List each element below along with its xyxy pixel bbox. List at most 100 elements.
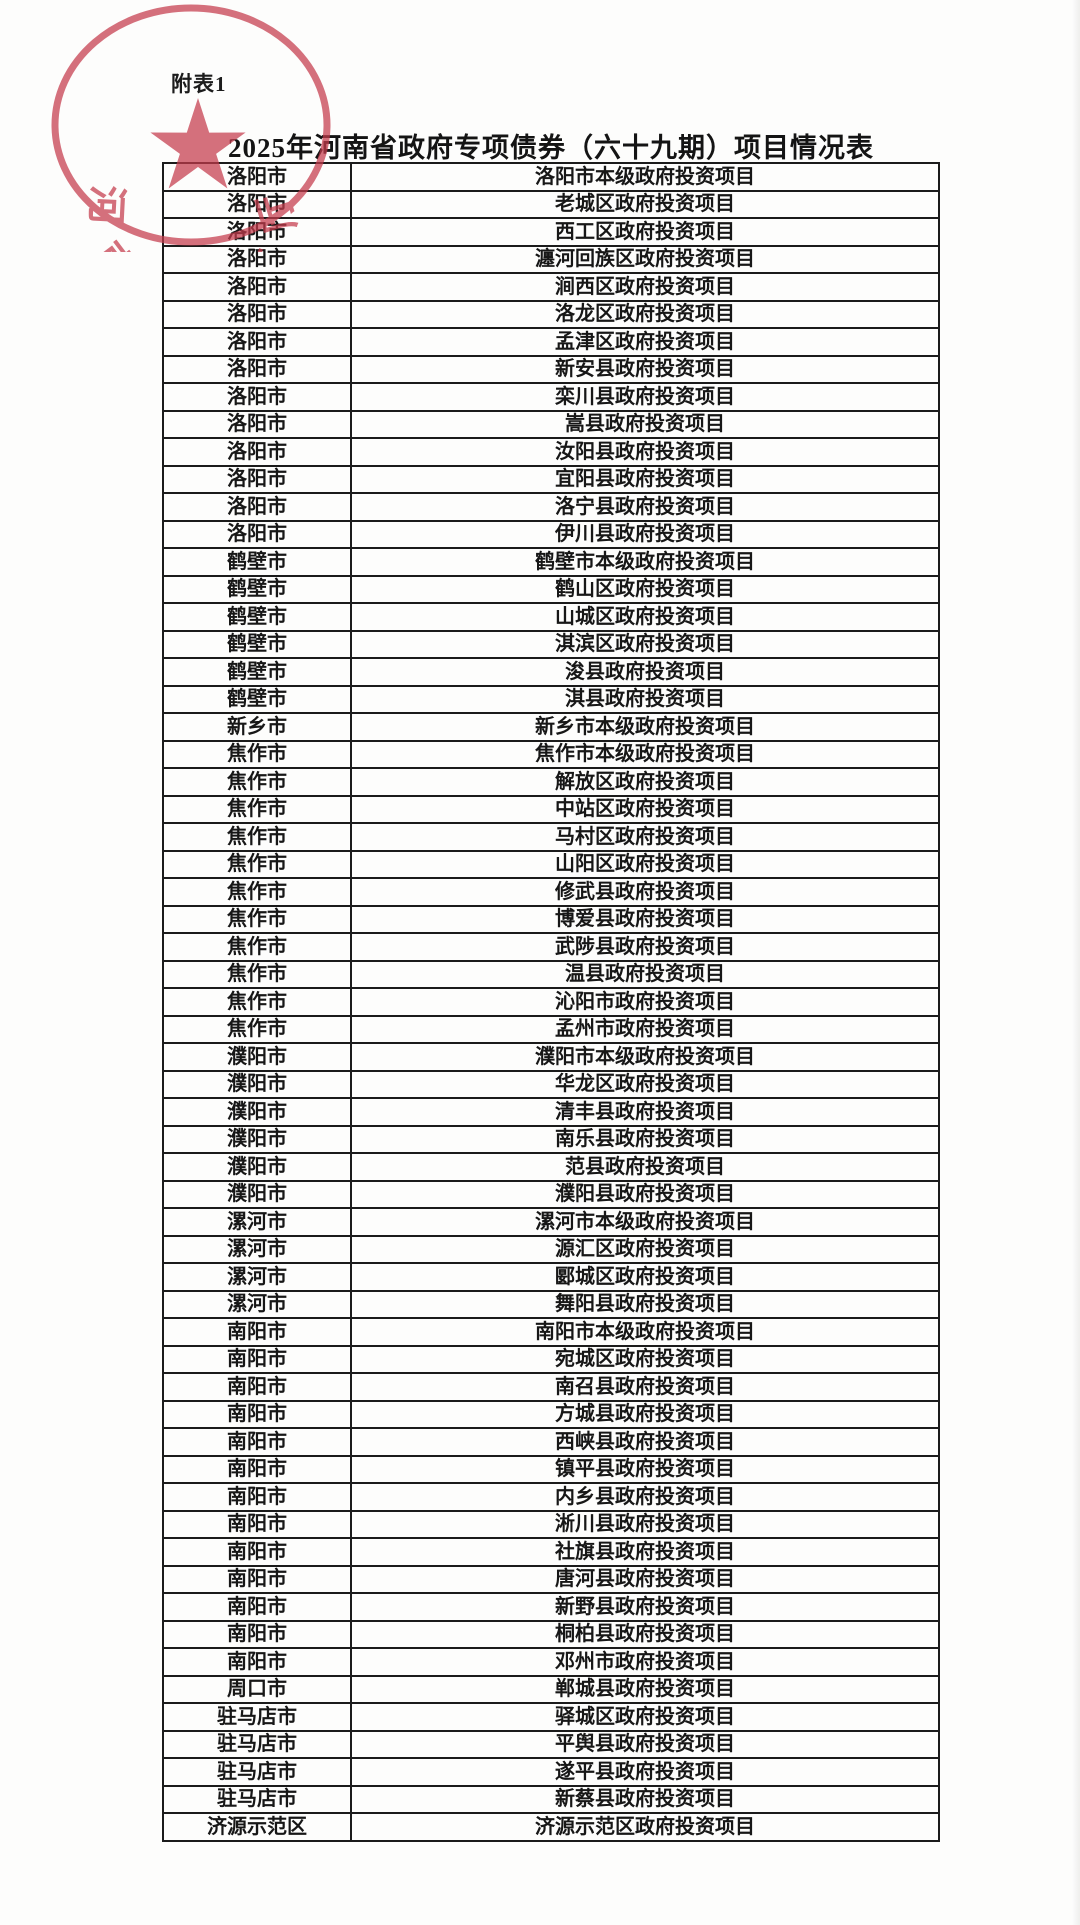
- city-cell: 南阳市: [162, 1509, 352, 1539]
- project-table: 洛阳市 洛阳市本级政府投资项目 洛阳市 老城区政府投资项目 洛阳市 西工区政府投资项目 洛阳…: [162, 162, 940, 1842]
- city-cell: 南阳市: [162, 1482, 352, 1512]
- city-cell: 南阳市: [162, 1592, 352, 1622]
- city-cell: 洛阳市: [162, 464, 352, 494]
- table-row: 焦作市 沁阳市政府投资项目: [162, 987, 940, 1017]
- city-cell: 洛阳市: [162, 162, 352, 192]
- project-cell: 遂平县政府投资项目: [350, 1757, 940, 1787]
- project-cell: 西峡县政府投资项目: [350, 1427, 940, 1457]
- table-row: 洛阳市 洛阳市本级政府投资项目: [162, 162, 940, 192]
- city-cell: 洛阳市: [162, 409, 352, 439]
- project-cell: 鹤壁市本级政府投资项目: [350, 547, 940, 577]
- table-row: 焦作市 马村区政府投资项目: [162, 822, 940, 852]
- city-cell: 濮阳市: [162, 1179, 352, 1209]
- table-row: 濮阳市 濮阳市本级政府投资项目: [162, 1042, 940, 1072]
- table-row: 漯河市 漯河市本级政府投资项目: [162, 1207, 940, 1237]
- project-cell: 内乡县政府投资项目: [350, 1482, 940, 1512]
- table-row: 鹤壁市 淇县政府投资项目: [162, 684, 940, 714]
- table-row: 南阳市 南阳市本级政府投资项目: [162, 1317, 940, 1347]
- scan-shadow-edge: [1072, 0, 1080, 1925]
- table-row: 鹤壁市 山城区政府投资项目: [162, 602, 940, 632]
- city-cell: 洛阳市: [162, 492, 352, 522]
- city-cell: 漯河市: [162, 1234, 352, 1264]
- project-cell: 郸城县政府投资项目: [350, 1674, 940, 1704]
- page-title: 2025年河南省政府专项债券（六十九期）项目情况表: [228, 133, 874, 163]
- city-cell: 鹤壁市: [162, 574, 352, 604]
- project-cell: 洛宁县政府投资项目: [350, 492, 940, 522]
- city-cell: 焦作市: [162, 959, 352, 989]
- project-cell: 宛城区政府投资项目: [350, 1344, 940, 1374]
- city-cell: 漯河市: [162, 1289, 352, 1319]
- project-cell: 山阳区政府投资项目: [350, 849, 940, 879]
- table-row: 南阳市 方城县政府投资项目: [162, 1399, 940, 1429]
- project-cell: 老城区政府投资项目: [350, 189, 940, 219]
- table-row: 洛阳市 栾川县政府投资项目: [162, 382, 940, 412]
- table-row: 濮阳市 清丰县政府投资项目: [162, 1097, 940, 1127]
- attachment-label: 附表1: [171, 72, 227, 96]
- city-cell: 焦作市: [162, 794, 352, 824]
- city-cell: 焦作市: [162, 932, 352, 962]
- project-cell: 孟津区政府投资项目: [350, 327, 940, 357]
- project-cell: 淅川县政府投资项目: [350, 1509, 940, 1539]
- project-cell: 宜阳县政府投资项目: [350, 464, 940, 494]
- table-row: 南阳市 镇平县政府投资项目: [162, 1454, 940, 1484]
- project-cell: 涧西区政府投资项目: [350, 272, 940, 302]
- table-row: 洛阳市 孟津区政府投资项目: [162, 327, 940, 357]
- table-row: 南阳市 桐柏县政府投资项目: [162, 1619, 940, 1649]
- city-cell: 焦作市: [162, 1014, 352, 1044]
- city-cell: 驻马店市: [162, 1757, 352, 1787]
- city-cell: 南阳市: [162, 1317, 352, 1347]
- city-cell: 焦作市: [162, 767, 352, 797]
- project-cell: 华龙区政府投资项目: [350, 1069, 940, 1099]
- city-cell: 周口市: [162, 1674, 352, 1704]
- project-cell: 新蔡县政府投资项目: [350, 1784, 940, 1814]
- table-row: 鹤壁市 鹤壁市本级政府投资项目: [162, 547, 940, 577]
- city-cell: 鹤壁市: [162, 547, 352, 577]
- table-row: 南阳市 淅川县政府投资项目: [162, 1509, 940, 1539]
- table-row: 焦作市 山阳区政府投资项目: [162, 849, 940, 879]
- city-cell: 濮阳市: [162, 1152, 352, 1182]
- city-cell: 焦作市: [162, 739, 352, 769]
- project-cell: 濮阳县政府投资项目: [350, 1179, 940, 1209]
- project-cell: 新安县政府投资项目: [350, 354, 940, 384]
- table-row: 濮阳市 南乐县政府投资项目: [162, 1124, 940, 1154]
- city-cell: 焦作市: [162, 904, 352, 934]
- table-row: 洛阳市 汝阳县政府投资项目: [162, 437, 940, 467]
- project-cell: 焦作市本级政府投资项目: [350, 739, 940, 769]
- project-cell: 淇县政府投资项目: [350, 684, 940, 714]
- city-cell: 南阳市: [162, 1564, 352, 1594]
- city-cell: 南阳市: [162, 1399, 352, 1429]
- table-row: 焦作市 中站区政府投资项目: [162, 794, 940, 824]
- table-row: 洛阳市 宜阳县政府投资项目: [162, 464, 940, 494]
- project-cell: 漯河市本级政府投资项目: [350, 1207, 940, 1237]
- city-cell: 洛阳市: [162, 437, 352, 467]
- table-row: 新乡市 新乡市本级政府投资项目: [162, 712, 940, 742]
- city-cell: 驻马店市: [162, 1784, 352, 1814]
- table-row: 焦作市 修武县政府投资项目: [162, 877, 940, 907]
- project-cell: 山城区政府投资项目: [350, 602, 940, 632]
- city-cell: 洛阳市: [162, 327, 352, 357]
- project-cell: 濮阳市本级政府投资项目: [350, 1042, 940, 1072]
- project-cell: 南阳市本级政府投资项目: [350, 1317, 940, 1347]
- table-row: 漯河市 源汇区政府投资项目: [162, 1234, 940, 1264]
- project-cell: 栾川县政府投资项目: [350, 382, 940, 412]
- table-row: 南阳市 唐河县政府投资项目: [162, 1564, 940, 1594]
- project-cell: 西工区政府投资项目: [350, 217, 940, 247]
- table-row: 洛阳市 伊川县政府投资项目: [162, 519, 940, 549]
- table-row: 濮阳市 范县政府投资项目: [162, 1152, 940, 1182]
- table-row: 南阳市 新野县政府投资项目: [162, 1592, 940, 1622]
- project-cell: 方城县政府投资项目: [350, 1399, 940, 1429]
- project-cell: 汝阳县政府投资项目: [350, 437, 940, 467]
- table-row: 焦作市 博爱县政府投资项目: [162, 904, 940, 934]
- table-row: 焦作市 温县政府投资项目: [162, 959, 940, 989]
- table-row: 驻马店市 驿城区政府投资项目: [162, 1702, 940, 1732]
- project-cell: 济源示范区政府投资项目: [350, 1812, 940, 1842]
- project-cell: 郾城区政府投资项目: [350, 1262, 940, 1292]
- table-row: 南阳市 邓州市政府投资项目: [162, 1647, 940, 1677]
- project-cell: 社旗县政府投资项目: [350, 1537, 940, 1567]
- table-row: 濮阳市 华龙区政府投资项目: [162, 1069, 940, 1099]
- city-cell: 鹤壁市: [162, 602, 352, 632]
- table-row: 驻马店市 新蔡县政府投资项目: [162, 1784, 940, 1814]
- city-cell: 濮阳市: [162, 1097, 352, 1127]
- city-cell: 济源示范区: [162, 1812, 352, 1842]
